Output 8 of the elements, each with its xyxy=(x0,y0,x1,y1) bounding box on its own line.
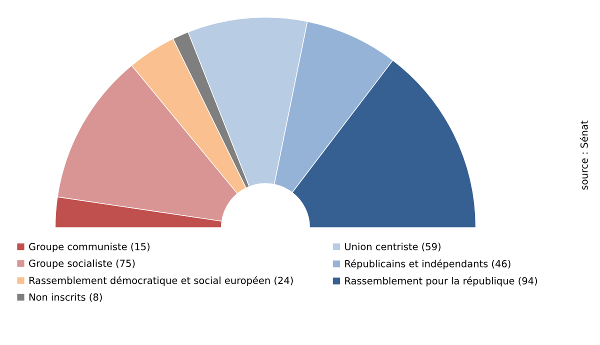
legend-label: Union centriste (59) xyxy=(345,242,440,252)
legend-label: Non inscrits (8) xyxy=(29,293,102,302)
legend-label: Groupe socialiste (75) xyxy=(29,259,135,269)
legend-label: Rassemblement pour la république (94) xyxy=(345,276,537,286)
legend-label: Groupe communiste (15) xyxy=(29,242,150,252)
legend-label: Républicains et indépendants (46) xyxy=(345,259,510,270)
legend-label: Rassemblement démocratique et social européen (24) xyxy=(29,276,293,286)
source-note: source : Sénat xyxy=(580,120,588,190)
